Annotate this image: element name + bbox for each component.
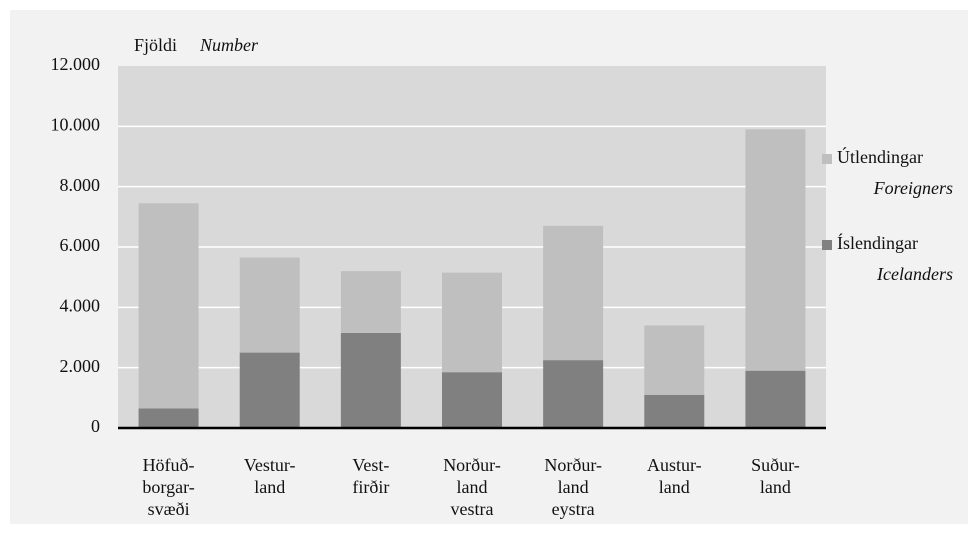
y-axis-label-en: Number xyxy=(199,35,259,55)
legend-label-en: Foreigners xyxy=(873,178,953,198)
x-tick-label: land xyxy=(659,477,690,497)
x-tick-label: Vestur- xyxy=(244,455,296,475)
y-tick-label: 12.000 xyxy=(51,54,101,74)
bar-segment xyxy=(543,225,604,361)
bar-segment xyxy=(543,360,604,428)
bar-segment xyxy=(745,370,806,428)
x-tick-label: land xyxy=(457,477,488,497)
bar-segment xyxy=(442,372,502,428)
y-tick-label: 2.000 xyxy=(60,356,101,376)
x-tick-label: land xyxy=(760,477,791,497)
y-tick-label: 8.000 xyxy=(60,175,101,195)
y-tick-label: 10.000 xyxy=(51,114,101,134)
bar-segment xyxy=(138,203,199,409)
bar-segment xyxy=(340,271,401,333)
x-tick-label: vestra xyxy=(451,499,494,519)
legend-label-en: Icelanders xyxy=(876,264,953,284)
x-tick-label: land xyxy=(254,477,285,497)
bar-segment xyxy=(239,257,300,353)
y-tick-label: 4.000 xyxy=(60,295,101,315)
x-tick-label: borgar- xyxy=(142,477,194,497)
x-tick-label: Norður- xyxy=(443,455,501,475)
x-tick-label: Suður- xyxy=(751,455,800,475)
x-tick-label: Vest- xyxy=(352,455,389,475)
bar-segment xyxy=(442,272,502,373)
x-tick-label: Höfuð- xyxy=(143,455,195,475)
y-tick-label: 0 xyxy=(91,416,100,436)
x-tick-label: firðir xyxy=(352,477,389,497)
legend-label: Útlendingar xyxy=(837,146,923,167)
legend-swatch xyxy=(822,240,832,250)
legend-label: Íslendingar xyxy=(837,232,918,253)
x-tick-label: land xyxy=(558,477,589,497)
y-axis-label: Fjöldi xyxy=(134,35,177,55)
legend-swatch xyxy=(822,154,832,164)
bar-segment xyxy=(340,332,401,428)
x-tick-label: Austur- xyxy=(647,455,702,475)
x-tick-label: Norður- xyxy=(544,455,602,475)
bar-segment xyxy=(239,352,300,428)
x-tick-label: eystra xyxy=(552,499,595,519)
x-tick-label: svæði xyxy=(148,499,190,519)
bar-segment xyxy=(745,129,806,371)
y-tick-label: 6.000 xyxy=(60,235,101,255)
bar-segment xyxy=(138,408,199,428)
bar-segment xyxy=(644,394,705,428)
bar-segment xyxy=(644,325,705,395)
